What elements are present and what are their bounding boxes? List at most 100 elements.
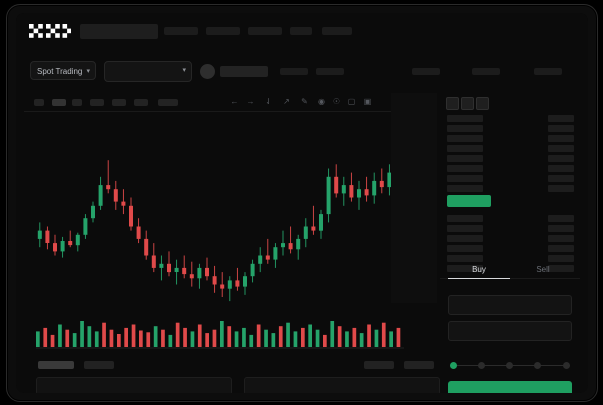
coin-icon [200, 64, 215, 79]
orderbook-row[interactable] [447, 135, 483, 142]
slider-dot-4[interactable] [563, 362, 570, 369]
market-type-selector[interactable]: Spot Trading ▾ [30, 61, 96, 80]
slider-dot-3[interactable] [534, 362, 541, 369]
orderbook-row[interactable] [447, 215, 483, 222]
eye-icon[interactable]: ◉ [318, 97, 325, 106]
nav-item-5[interactable] [322, 27, 352, 35]
slider-dot-0[interactable] [450, 362, 457, 369]
bottom-panel [24, 357, 440, 393]
orders-panel-right[interactable] [244, 377, 440, 393]
tab-divider [440, 278, 580, 279]
timeframe-3[interactable] [72, 99, 82, 106]
tab-sell[interactable]: Sell [536, 265, 550, 274]
orderbook-row[interactable] [447, 235, 483, 242]
orderbook-size [548, 265, 574, 272]
market-stat-1 [280, 68, 308, 75]
price-field[interactable] [448, 295, 572, 315]
buy-sell-tabs[interactable]: Buy Sell [440, 265, 580, 287]
orderbook-row[interactable] [447, 145, 483, 152]
both-icon[interactable] [446, 97, 459, 110]
orderbook-size [548, 235, 574, 242]
bottom-tab-2[interactable] [84, 361, 114, 369]
asks-icon[interactable] [476, 97, 489, 110]
timeframe-6[interactable] [134, 99, 148, 106]
trash-icon[interactable]: ▢ [347, 97, 356, 106]
amount-slider[interactable] [450, 361, 570, 370]
candlestick-chart[interactable] [24, 112, 436, 337]
chart-panel: ← → ⇃ ↗ ✎ ◉ ☉ ▢ ▣ [24, 93, 436, 357]
orderbook-row[interactable] [447, 225, 483, 232]
orderbook-row[interactable] [447, 115, 483, 122]
lock-icon[interactable]: ☉ [332, 97, 341, 106]
amount-field[interactable] [448, 321, 572, 341]
market-type-label: Spot Trading [37, 67, 83, 76]
orderbook-view-tabs[interactable] [446, 97, 506, 110]
orderbook-row[interactable] [447, 185, 483, 192]
orderbook-row[interactable] [447, 165, 483, 172]
chevron-down-icon: ▾ [86, 68, 90, 75]
chart-toolbar: ← → ⇃ ↗ ✎ ◉ ☉ ▢ ▣ [24, 93, 436, 112]
nav-item-4[interactable] [290, 27, 312, 35]
orders-panel-left[interactable] [36, 377, 232, 393]
orderbook-size [548, 135, 574, 142]
search-input[interactable] [80, 24, 158, 39]
market-stat-3 [412, 68, 440, 75]
trendline-icon[interactable]: ↗ [283, 97, 290, 106]
undo-icon[interactable]: ← [230, 97, 239, 106]
trading-app: Spot Trading ▾ ▾ ← [16, 13, 588, 393]
orderbook-row[interactable] [447, 125, 483, 132]
orderbook-size [548, 215, 574, 222]
orderbook-size [548, 185, 574, 192]
bottom-tab-1[interactable] [38, 361, 74, 369]
market-stat-4 [472, 68, 500, 75]
redo-icon[interactable]: → [246, 97, 255, 106]
market-header-bar: Spot Trading ▾ ▾ [16, 55, 588, 89]
pair-name-label [220, 66, 268, 77]
orderbook-row[interactable] [447, 155, 483, 162]
orderbook-size [548, 225, 574, 232]
orderbook-row[interactable] [447, 175, 483, 182]
top-navigation-bar [16, 13, 588, 49]
orderbook-size [548, 145, 574, 152]
slider-dot-2[interactable] [506, 362, 513, 369]
device-frame: Spot Trading ▾ ▾ ← [6, 4, 598, 402]
orderbook-size [548, 115, 574, 122]
timeframe-5[interactable] [112, 99, 126, 106]
indicators-button[interactable] [158, 99, 178, 106]
magnet-icon[interactable]: ⇃ [265, 97, 272, 106]
orderbook-size [548, 245, 574, 252]
tab-buy[interactable]: Buy [472, 265, 486, 274]
timeframe-4[interactable] [90, 99, 104, 106]
orderbook-trade-panel: Buy Sell [440, 93, 580, 393]
bottom-tab-3[interactable] [364, 361, 394, 369]
active-tab-underline [448, 278, 510, 279]
volume-chart [24, 311, 436, 357]
chevron-down-icon: ▾ [182, 67, 186, 74]
pair-selector[interactable]: ▾ [104, 61, 192, 82]
submit-order-button[interactable] [448, 381, 572, 393]
orderbook-size [548, 175, 574, 182]
bottom-tab-4[interactable] [404, 361, 434, 369]
orderbook-row[interactable] [447, 255, 483, 262]
market-stat-2 [316, 68, 344, 75]
nav-item-2[interactable] [206, 27, 240, 35]
camera-icon[interactable]: ▣ [363, 97, 372, 106]
slider-dot-1[interactable] [478, 362, 485, 369]
orderbook-row[interactable] [447, 245, 483, 252]
orderbook-row[interactable] [447, 265, 483, 272]
okx-logo-icon[interactable] [29, 24, 71, 38]
bids-icon[interactable] [461, 97, 474, 110]
brush-icon[interactable]: ✎ [301, 97, 308, 106]
timeframe-1[interactable] [34, 99, 44, 106]
orderbook-size [548, 255, 574, 262]
orderbook-size [548, 155, 574, 162]
orderbook-size [548, 125, 574, 132]
nav-item-3[interactable] [248, 27, 282, 35]
nav-item-1[interactable] [164, 27, 198, 35]
current-price-badge [447, 195, 491, 207]
market-stat-5 [534, 68, 562, 75]
chart-overlay-panel [391, 93, 437, 303]
timeframe-active[interactable] [52, 99, 66, 106]
orderbook-size [548, 165, 574, 172]
